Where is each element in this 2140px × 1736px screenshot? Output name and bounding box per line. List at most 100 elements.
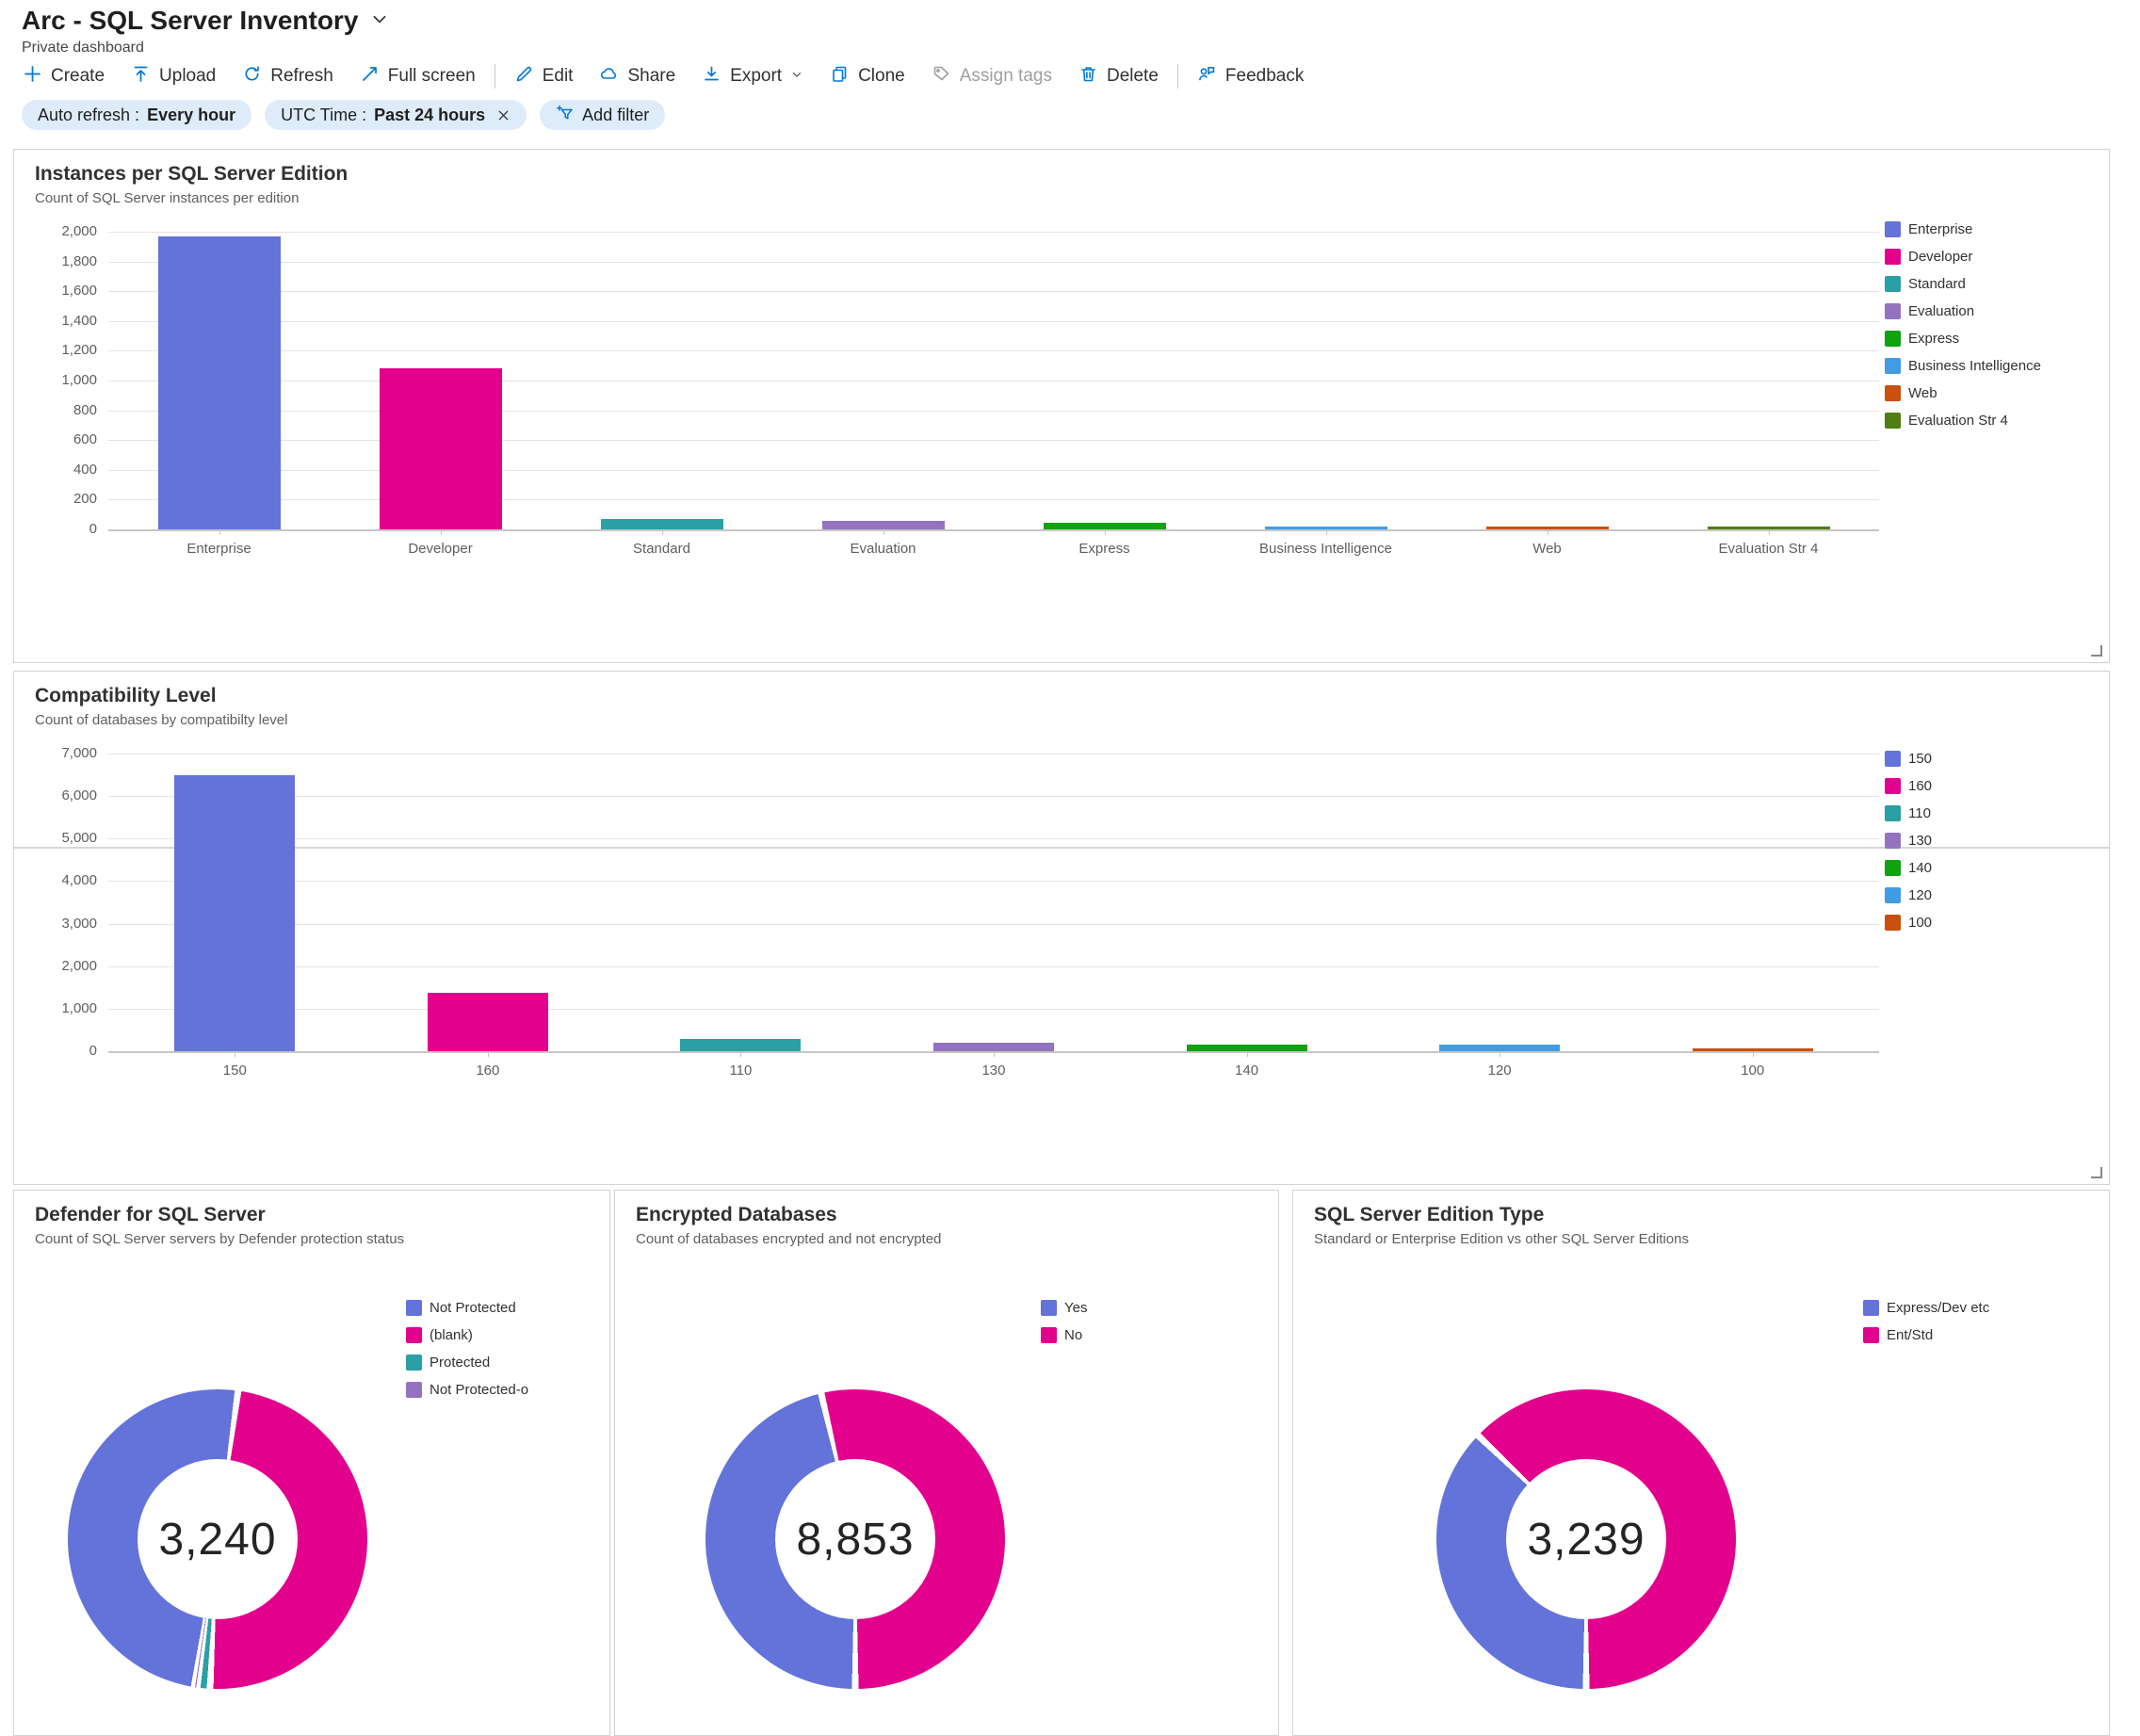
legend-item-enterprise[interactable]: Enterprise (1885, 216, 2041, 243)
legend-item-standard[interactable]: Standard (1885, 270, 2041, 298)
tag-icon (932, 64, 951, 89)
card-defender: Defender for SQL Server Count of SQL Ser… (13, 1190, 610, 1736)
y-axis-tick-label: 1,200 (61, 342, 97, 359)
refresh-label: Refresh (270, 66, 333, 86)
defender-legend: Not Protected (blank) Protected Not Protect… (406, 1294, 528, 1403)
share-button[interactable]: Share (586, 57, 689, 95)
legend-label: Standard (1908, 276, 1966, 292)
legend-label: 160 (1908, 778, 1933, 794)
chevron-down-icon[interactable] (369, 6, 390, 36)
export-button[interactable]: Export (689, 57, 817, 95)
bar-130[interactable] (933, 1043, 1054, 1051)
legend-item-no[interactable]: No (1041, 1322, 1087, 1349)
card-compatibility-level: Compatibility Level Count of databases b… (13, 671, 2110, 1185)
legend-swatch (1885, 887, 1901, 903)
legend-item-express-dev-etc[interactable]: Express/Dev etc (1863, 1294, 1989, 1322)
defender-donut-chart[interactable]: 3,240 (68, 1389, 367, 1689)
fullscreen-button[interactable]: Full screen (347, 57, 489, 95)
legend-item-120[interactable]: 120 (1885, 882, 1932, 909)
dashboard-type-label: Private dashboard (22, 40, 144, 56)
x-axis-tick (1768, 529, 1770, 535)
create-label: Create (51, 66, 105, 86)
add-filter-icon (556, 104, 575, 127)
x-axis-tick (740, 1051, 742, 1057)
resize-handle-icon[interactable] (2091, 1167, 2102, 1178)
resize-handle-icon[interactable] (2091, 645, 2102, 657)
compat-bar-chart: 0 1,000 2,000 3,000 4,000 5,000 6,000 7,000 150 1… (61, 745, 1879, 1079)
bar-150[interactable] (174, 775, 296, 1051)
gridline (108, 1008, 1879, 1010)
bar-140[interactable] (1186, 1044, 1307, 1051)
delete-button[interactable]: Delete (1065, 57, 1172, 95)
legend-label: Business Intelligence (1908, 358, 2041, 374)
utc-time-filter-pill[interactable]: UTC Time : Past 24 hours (265, 100, 527, 130)
add-filter-button[interactable]: Add filter (540, 100, 666, 130)
bar-Express[interactable] (1043, 523, 1166, 529)
close-icon[interactable] (496, 108, 511, 122)
legend-item-express[interactable]: Express (1885, 325, 2041, 352)
legend-item-150[interactable]: 150 (1885, 745, 1932, 772)
create-button[interactable]: Create (9, 57, 118, 95)
legend-item-developer[interactable]: Developer (1885, 243, 2041, 270)
legend-item-business-intelligence[interactable]: Business Intelligence (1885, 352, 2041, 380)
legend-item-yes[interactable]: Yes (1041, 1294, 1087, 1322)
feedback-button[interactable]: Feedback (1184, 57, 1317, 95)
legend-item-110[interactable]: 110 (1885, 800, 1932, 827)
gridline (108, 469, 1879, 471)
edition-type-donut-chart[interactable]: 3,239 (1436, 1389, 1736, 1689)
legend-label: 100 (1908, 915, 1933, 931)
bar-Enterprise[interactable] (157, 235, 281, 529)
bar-Standard[interactable] (600, 518, 723, 529)
legend-label: Express/Dev etc (1887, 1300, 1990, 1316)
legend-swatch (1885, 915, 1901, 931)
donut-center: 3,239 (1506, 1459, 1666, 1619)
refresh-button[interactable]: Refresh (229, 57, 347, 95)
legend-item-100[interactable]: 100 (1885, 909, 1932, 936)
legend-item-protected[interactable]: Protected (406, 1349, 528, 1376)
card-edition-type: SQL Server Edition Type Standard or Ente… (1292, 1190, 2110, 1736)
compat-legend: 150 160 110 130 140 120 100 (1885, 745, 1932, 936)
legend-item-ent-std[interactable]: Ent/Std (1863, 1322, 1989, 1349)
card-title: SQL Server Edition Type (1314, 1204, 1545, 1225)
clone-copy-icon (830, 64, 850, 89)
clone-button[interactable]: Clone (817, 57, 918, 95)
y-axis-tick-label: 800 (73, 401, 97, 418)
encrypted-donut-chart[interactable]: 8,853 (705, 1389, 1005, 1689)
bar-Developer[interactable] (379, 368, 502, 529)
legend-swatch (1885, 385, 1901, 401)
legend-swatch (1885, 221, 1901, 237)
legend-item-evaluation-str-4[interactable]: Evaluation Str 4 (1885, 407, 2041, 434)
gridline (108, 965, 1879, 967)
bar-Web[interactable] (1485, 527, 1609, 529)
legend-item-not-protected-o[interactable]: Not Protected-o (406, 1376, 528, 1403)
refresh-icon (242, 64, 262, 89)
bar-Evaluation[interactable] (821, 521, 945, 529)
bar-100[interactable] (1692, 1048, 1813, 1051)
export-label: Export (730, 66, 783, 86)
legend-swatch (1041, 1327, 1057, 1343)
legend-label: Developer (1908, 249, 1973, 265)
assign-tags-button[interactable]: Assign tags (918, 57, 1065, 95)
gridline (108, 881, 1879, 883)
feedback-label: Feedback (1224, 66, 1305, 86)
gridline (108, 499, 1879, 501)
bar-120[interactable] (1439, 1044, 1561, 1051)
auto-refresh-filter-pill[interactable]: Auto refresh : Every hour (22, 100, 252, 130)
card-subtitle: Count of databases by compatibilty level (35, 712, 288, 728)
legend-item-130[interactable]: 130 (1885, 827, 1932, 854)
legend-item-140[interactable]: 140 (1885, 854, 1932, 882)
y-axis-tick-label: 1,800 (61, 252, 97, 269)
chevron-down-icon (790, 66, 803, 87)
edit-button[interactable]: Edit (501, 57, 587, 95)
bar-Evaluation Str 4[interactable] (1707, 527, 1830, 529)
bar-160[interactable] (427, 993, 548, 1051)
legend-item--blank-[interactable]: (blank) (406, 1322, 528, 1349)
upload-button[interactable]: Upload (118, 57, 229, 95)
upload-icon (131, 64, 151, 89)
legend-item-evaluation[interactable]: Evaluation (1885, 298, 2041, 325)
legend-item-160[interactable]: 160 (1885, 772, 1932, 800)
bar-Business Intelligence[interactable] (1264, 527, 1387, 529)
legend-item-not-protected[interactable]: Not Protected (406, 1294, 528, 1322)
legend-item-web[interactable]: Web (1885, 380, 2041, 407)
bar-110[interactable] (680, 1038, 802, 1051)
